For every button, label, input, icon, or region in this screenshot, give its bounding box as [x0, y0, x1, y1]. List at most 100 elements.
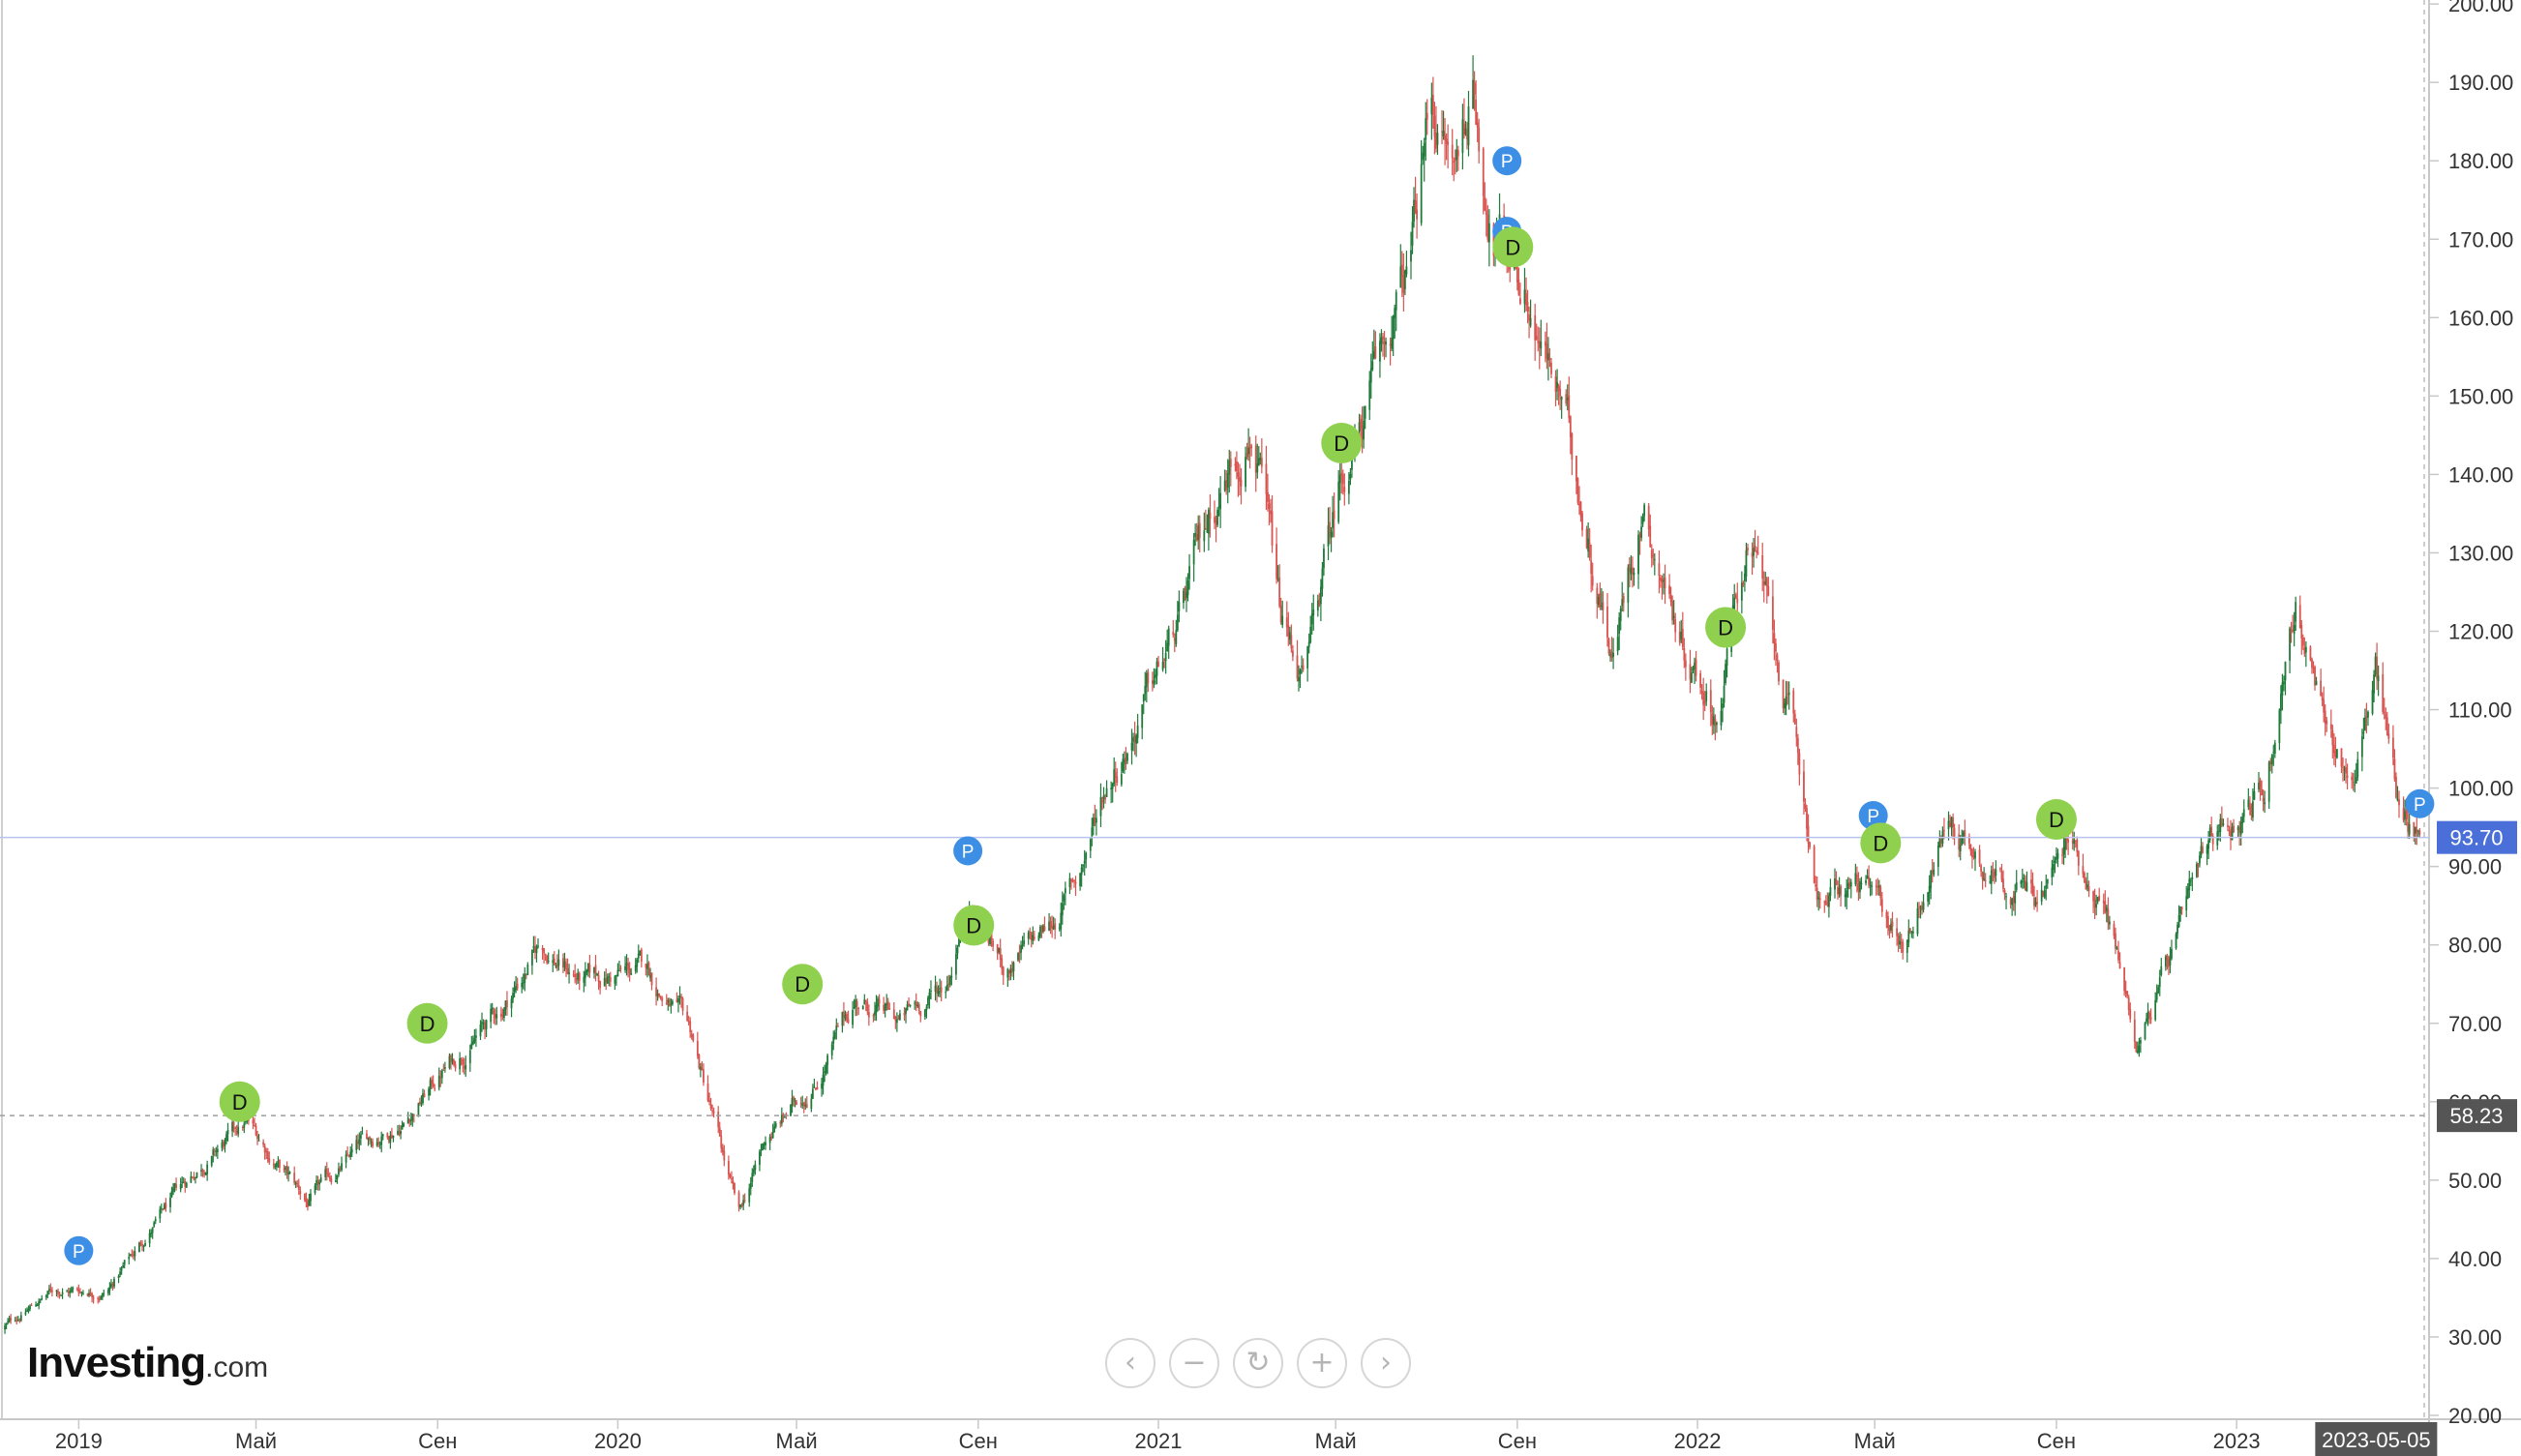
candle-body	[2404, 811, 2407, 819]
candle-body	[1382, 336, 1384, 341]
chevron-right-icon: ›	[1380, 1346, 1392, 1380]
x-tick-label: 2022	[1674, 1429, 1722, 1453]
candle-body	[265, 1150, 268, 1153]
candle-body	[2290, 630, 2293, 634]
candle-body	[1074, 881, 1077, 884]
candle-body	[2376, 656, 2379, 679]
candle-body	[1919, 907, 1922, 909]
y-tick-label: 170.00	[2448, 227, 2513, 252]
candle-body	[465, 1064, 467, 1070]
candle-body	[1938, 837, 1941, 847]
candle-body	[1771, 596, 1774, 631]
candle-body	[82, 1293, 84, 1294]
candle-body	[1559, 388, 1562, 397]
candle-body	[947, 983, 950, 986]
candle-body	[2402, 808, 2405, 820]
candle-body	[1020, 945, 1022, 953]
candle-body	[1576, 478, 1579, 503]
candle-body	[861, 1005, 864, 1010]
candle-body	[646, 964, 648, 969]
candle-body	[2324, 710, 2326, 724]
candle-body	[2267, 761, 2270, 802]
dividend-marker-label: D	[1505, 235, 1520, 259]
candle-body	[2395, 776, 2397, 798]
candle-body	[2113, 924, 2116, 936]
candle-body	[606, 976, 609, 984]
candle-body	[420, 1102, 423, 1104]
candle-body	[2062, 847, 2065, 855]
candle-body	[1649, 525, 1652, 548]
candle-body	[1891, 921, 1894, 927]
candle-body	[1099, 796, 1102, 817]
candle-body	[521, 982, 524, 988]
candle-body	[356, 1142, 359, 1144]
candle-body	[2315, 681, 2318, 685]
candle-body	[1011, 967, 1013, 973]
candle-body	[318, 1182, 321, 1185]
candle-body	[2200, 846, 2203, 855]
candle-body	[1155, 661, 1158, 676]
candle-body	[103, 1293, 105, 1294]
reset-zoom-button[interactable]: ↻	[1233, 1338, 1283, 1388]
candle-body	[1237, 472, 1240, 477]
candle-body	[423, 1093, 426, 1098]
candle-body	[709, 1104, 712, 1109]
candle-body	[1703, 701, 1706, 704]
candle-body	[162, 1208, 165, 1210]
candle-body	[2239, 821, 2242, 835]
candle-body	[1849, 881, 1852, 887]
candle-body	[294, 1182, 297, 1184]
candle-body	[1145, 672, 1148, 688]
candle-body	[1229, 459, 1232, 467]
candle-body	[2020, 881, 2023, 884]
candle-body	[2418, 830, 2421, 835]
candle-body	[484, 1022, 486, 1030]
candle-body	[1125, 758, 1127, 765]
candle-body	[2393, 758, 2396, 780]
y-tick-label: 90.00	[2448, 855, 2502, 879]
candle-body	[940, 987, 943, 993]
candle-body	[1399, 266, 1402, 288]
scroll-right-button[interactable]: ›	[1361, 1338, 1411, 1388]
candle-body	[1351, 454, 1353, 470]
candle-body	[285, 1166, 288, 1174]
candle-body	[185, 1182, 188, 1188]
scroll-left-button[interactable]: ‹	[1105, 1338, 1155, 1388]
candle-body	[1395, 291, 1397, 311]
zoom-in-button[interactable]: +	[1297, 1338, 1347, 1388]
candle-body	[1144, 686, 1147, 695]
candle-body	[1276, 579, 1279, 580]
zoom-out-button[interactable]: −	[1169, 1338, 1219, 1388]
candle-body	[1879, 886, 1882, 899]
candle-body	[1441, 131, 1443, 133]
candle-body	[1712, 716, 1715, 726]
candle-body	[2084, 873, 2086, 882]
candle-body	[1043, 926, 1046, 931]
candle-body	[877, 998, 879, 1007]
candle-body	[1775, 642, 1777, 652]
candle-body	[36, 1304, 39, 1306]
candle-body	[1049, 921, 1052, 929]
price-tags: 2023-05-05 93.70 58.23	[2315, 820, 2517, 1456]
candle-body	[1298, 676, 1300, 682]
candle-body	[190, 1175, 193, 1183]
candle-body	[255, 1125, 257, 1136]
dividend-marker-label: D	[1873, 831, 1888, 855]
candle-body	[866, 1001, 869, 1012]
candle-body	[1080, 867, 1083, 876]
candle-body	[1009, 967, 1012, 974]
candle-body	[2217, 830, 2220, 832]
candle-body	[2362, 731, 2365, 734]
candle-body	[658, 993, 661, 996]
candle-body	[1875, 885, 1877, 887]
candle-body	[1250, 445, 1253, 449]
candle-body	[874, 1011, 876, 1016]
candle-body	[1637, 534, 1639, 575]
candle-body	[2061, 854, 2063, 856]
candle-body	[1989, 881, 1992, 883]
candle-body	[2031, 883, 2034, 897]
candle-body	[1192, 539, 1195, 565]
candle-body	[1195, 534, 1198, 541]
